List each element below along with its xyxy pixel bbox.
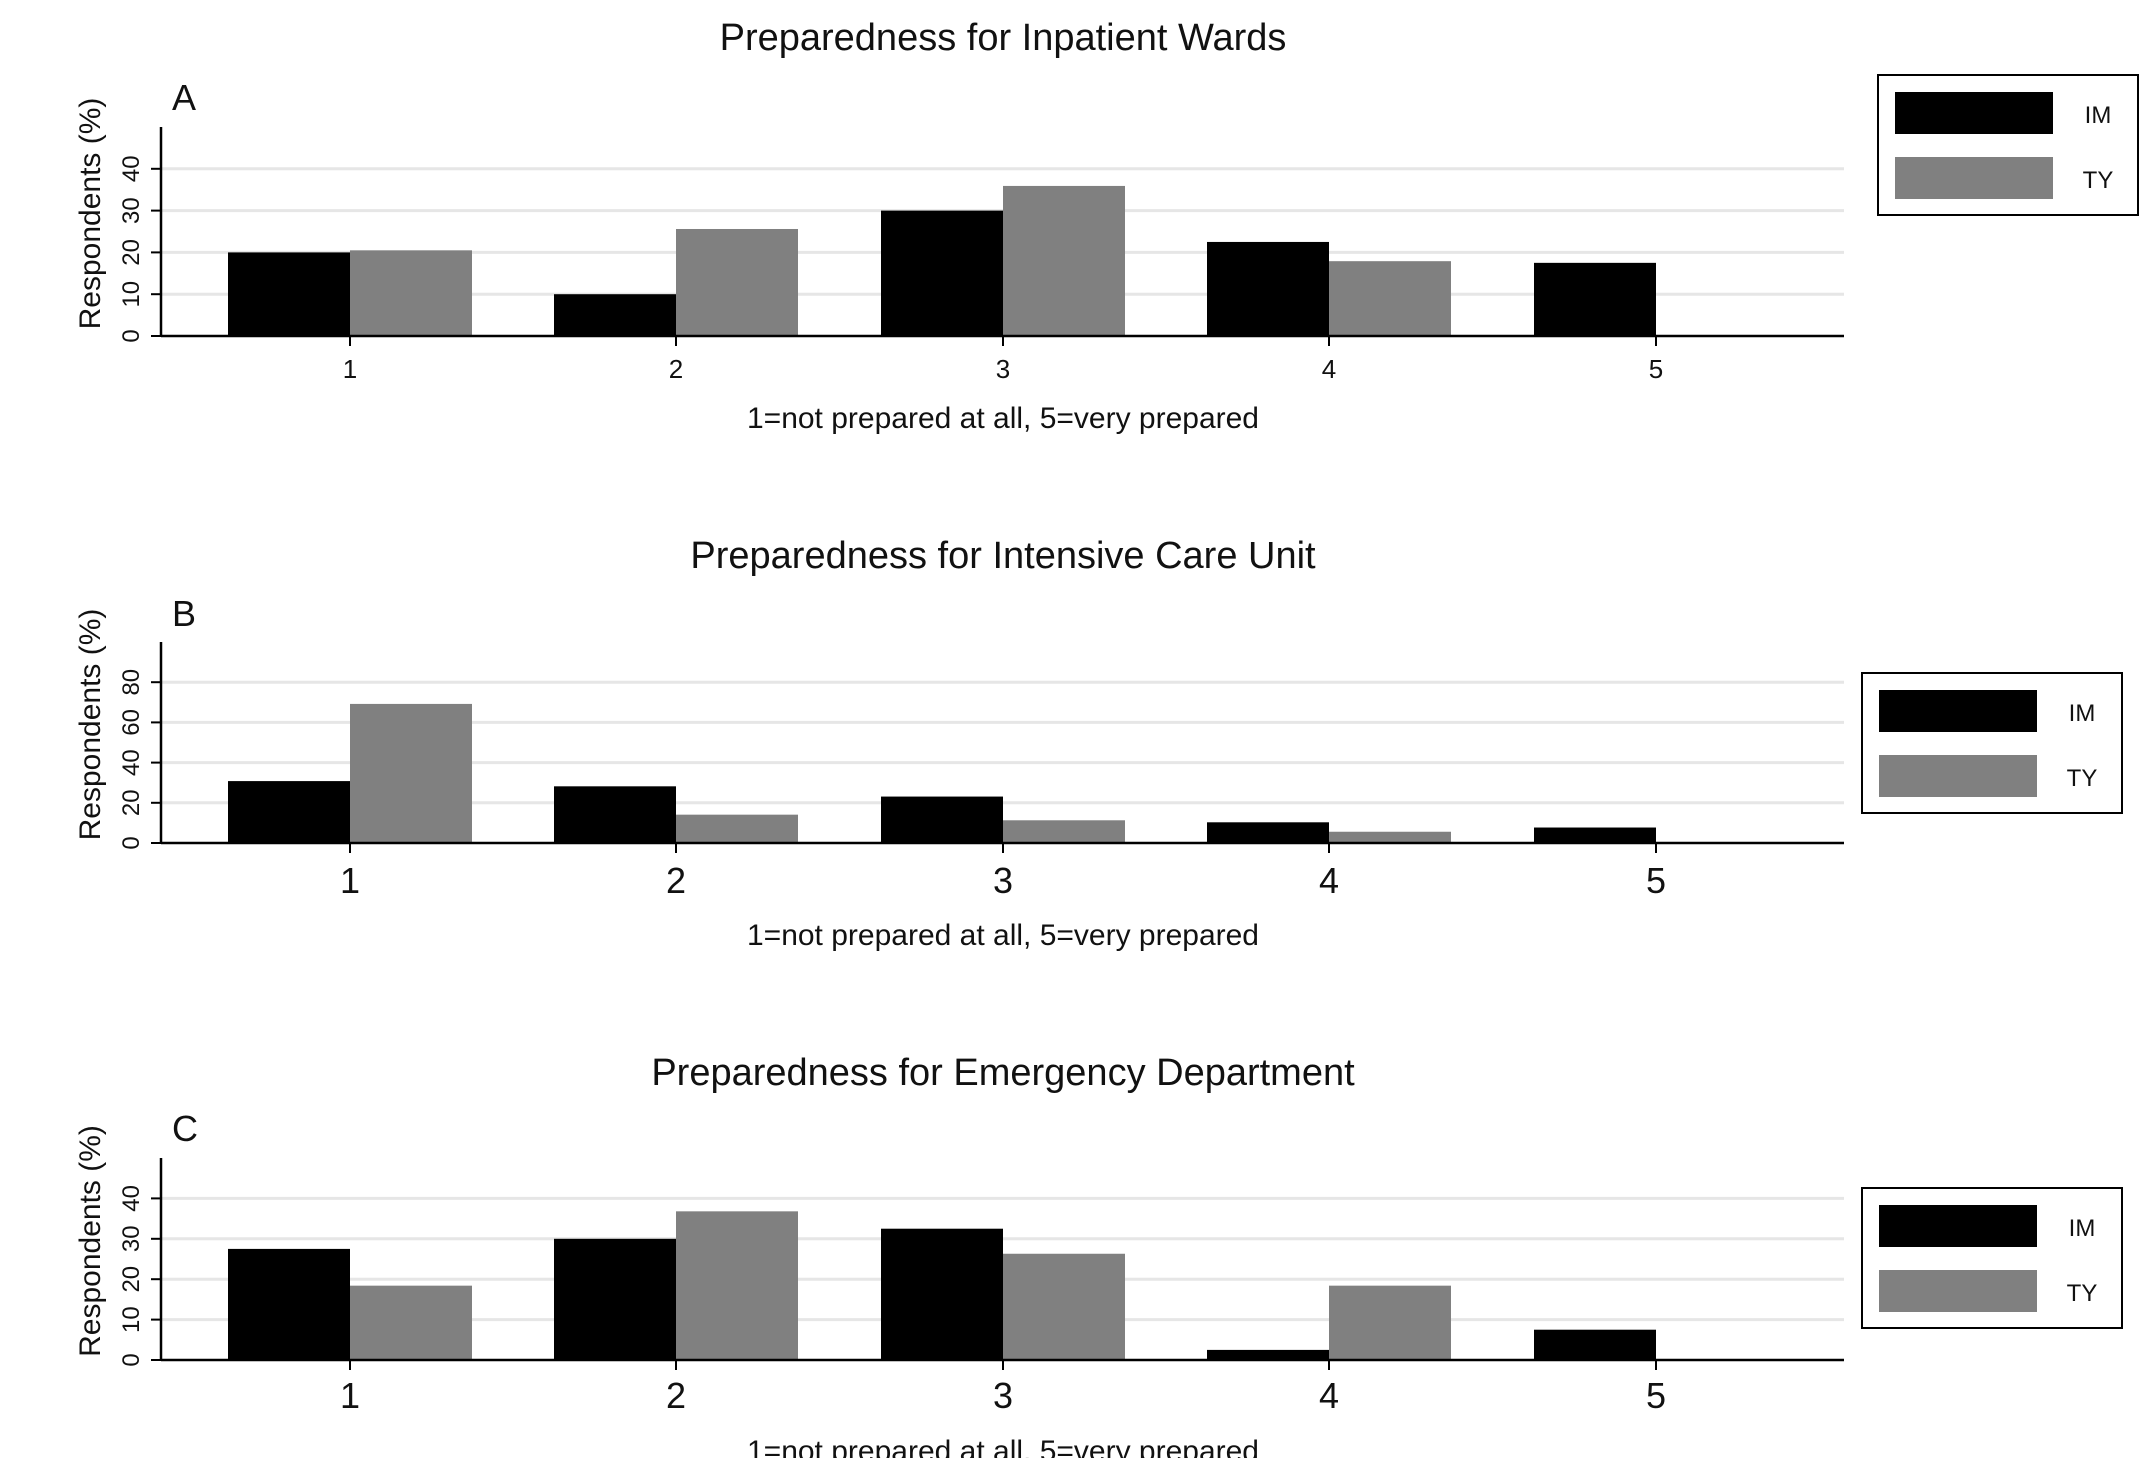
x-tick-label: 5 (1646, 860, 1666, 901)
bar-ty-1 (350, 703, 472, 843)
legend-label-im: IM (2085, 102, 2112, 129)
y-tick-label: 30 (118, 197, 145, 224)
chart-title: Preparedness for Intensive Care Unit (690, 535, 1316, 577)
bar-ty-4 (1329, 261, 1451, 336)
x-tick-label: 1 (340, 1375, 360, 1416)
x-tick-label: 2 (666, 860, 686, 901)
bar-ty-2 (676, 228, 798, 336)
bar-im-2 (554, 786, 676, 843)
legend-label-ty: TY (2067, 765, 2098, 792)
bar-im-4 (1207, 241, 1329, 336)
bar-ty-3 (1003, 185, 1125, 336)
y-axis-label: Respondents (%) (74, 609, 107, 841)
panel-label: C (172, 1108, 198, 1149)
y-tick-label: 0 (118, 329, 145, 342)
chart-panel-a: Preparedness for Inpatient Wards A 0 10 20 30… (74, 17, 2139, 435)
bar-ty-1 (350, 250, 472, 336)
panel-label: B (172, 593, 196, 634)
x-axis-label: 1=not prepared at all, 5=very prepared (747, 402, 1259, 435)
bar-im-2 (554, 294, 676, 336)
legend: IM TY (1861, 672, 2123, 814)
x-tick-label: 2 (669, 354, 683, 384)
bar-im-1 (228, 1248, 350, 1360)
legend-swatch-ty (1895, 157, 2053, 199)
legend-label-im: IM (2069, 700, 2096, 727)
x-tick-label: 1 (340, 860, 360, 901)
y-tick-label: 40 (118, 749, 145, 776)
y-tick-label: 10 (118, 281, 145, 308)
bar-im-5 (1534, 262, 1656, 336)
x-tick-label: 3 (996, 354, 1010, 384)
chart-title: Preparedness for Emergency Department (651, 1052, 1355, 1094)
bar-im-1 (228, 252, 350, 336)
chart-title: Preparedness for Inpatient Wards (720, 17, 1287, 59)
legend-swatch-ty (1879, 1270, 2037, 1312)
legend-label-ty: TY (2083, 167, 2114, 194)
y-tick-label: 80 (118, 669, 145, 696)
bar-ty-4 (1329, 831, 1451, 843)
legend: IM TY (1861, 1187, 2123, 1329)
y-tick-label: 40 (118, 155, 145, 182)
y-tick-label: 10 (118, 1306, 145, 1333)
bar-im-5 (1534, 1329, 1656, 1360)
y-tick-label: 40 (118, 1185, 145, 1212)
legend-swatch-im (1895, 92, 2053, 134)
x-tick-label: 3 (993, 1375, 1013, 1416)
y-axis-label: Respondents (%) (74, 98, 107, 330)
x-tick-label: 1 (343, 354, 357, 384)
chart-panel-b: Preparedness for Intensive Care Unit B 0 20… (74, 535, 2123, 952)
x-axis-label: 1=not prepared at all, 5=very prepared (747, 919, 1259, 952)
x-tick-label: 4 (1322, 354, 1336, 384)
bar-im-1 (228, 781, 350, 843)
y-tick-label: 0 (118, 1353, 145, 1366)
legend-label-ty: TY (2067, 1280, 2098, 1307)
legend: IM TY (1877, 74, 2139, 216)
legend-swatch-im (1879, 690, 2037, 732)
bar-ty-2 (676, 814, 798, 843)
panel-label: A (172, 77, 196, 118)
y-tick-label: 20 (118, 239, 145, 266)
bar-ty-1 (350, 1285, 472, 1360)
bar-im-5 (1534, 827, 1656, 843)
y-tick-label: 20 (118, 1266, 145, 1293)
bar-im-4 (1207, 1349, 1329, 1360)
x-tick-label: 5 (1649, 354, 1663, 384)
bar-im-4 (1207, 822, 1329, 843)
legend-swatch-im (1879, 1205, 2037, 1247)
legend-swatch-ty (1879, 755, 2037, 797)
x-tick-label: 4 (1319, 1375, 1339, 1416)
bar-ty-3 (1003, 1253, 1125, 1360)
y-axis-label: Respondents (%) (74, 1125, 107, 1357)
chart-panel-c: Preparedness for Emergency Department C 0 1… (74, 1052, 2123, 1458)
legend-label-im: IM (2069, 1215, 2096, 1242)
x-tick-label: 2 (666, 1375, 686, 1416)
bar-im-3 (881, 1228, 1003, 1360)
y-tick-label: 60 (118, 709, 145, 736)
bar-ty-3 (1003, 820, 1125, 843)
x-tick-label: 3 (993, 860, 1013, 901)
y-tick-label: 0 (118, 836, 145, 849)
bar-im-3 (881, 210, 1003, 336)
y-tick-label: 30 (118, 1225, 145, 1252)
y-tick-label: 20 (118, 789, 145, 816)
bar-ty-2 (676, 1211, 798, 1360)
bar-im-2 (554, 1238, 676, 1360)
x-axis-label: 1=not prepared at all, 5=very prepared (747, 1435, 1259, 1458)
x-tick-label: 5 (1646, 1375, 1666, 1416)
bar-im-3 (881, 796, 1003, 843)
x-tick-label: 4 (1319, 860, 1339, 901)
bar-ty-4 (1329, 1285, 1451, 1360)
